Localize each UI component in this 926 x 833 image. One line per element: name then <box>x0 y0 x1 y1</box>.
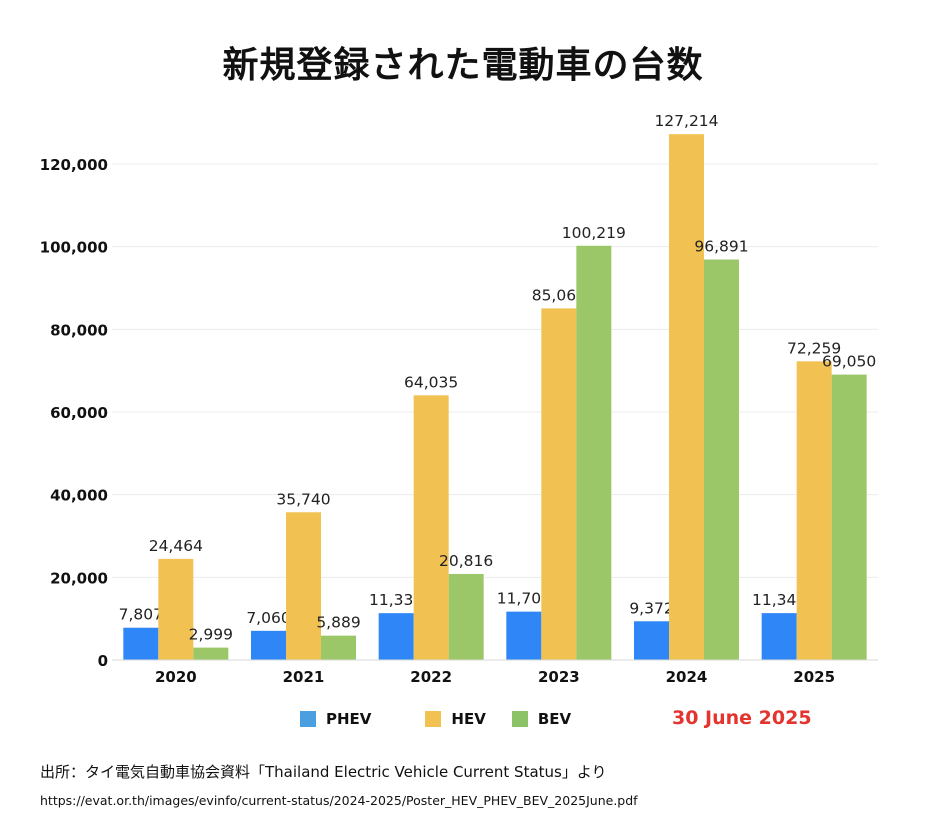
data-label: 7,060 <box>246 609 290 627</box>
bar-bev <box>576 245 612 660</box>
bar-phev <box>634 621 669 660</box>
x-tick-label: 2025 <box>793 668 835 686</box>
bar-phev <box>761 613 797 660</box>
y-tick-label: 0 <box>98 652 108 670</box>
bar-hev <box>669 134 704 660</box>
data-label: 85,069 <box>532 286 586 304</box>
legend-label-hev: HEV <box>451 710 486 728</box>
x-tick-label: 2021 <box>283 668 325 686</box>
bar-phev <box>123 627 159 660</box>
data-label: 96,891 <box>694 238 748 256</box>
bar-hev <box>158 558 194 660</box>
legend-label-phev: PHEV <box>326 710 372 728</box>
data-label: 5,889 <box>316 614 360 632</box>
y-tick-label: 40,000 <box>50 487 108 505</box>
y-tick-label: 100,000 <box>40 239 108 257</box>
x-tick-label: 2022 <box>410 668 452 686</box>
legend-swatch-bev <box>511 711 528 727</box>
data-label: 69,050 <box>822 353 876 371</box>
data-label: 127,214 <box>654 112 718 130</box>
chart-title: 新規登録された電動車の台数 <box>222 45 704 86</box>
source-url: https://evat.or.th/images/evinfo/current… <box>40 793 638 808</box>
bar-bev <box>321 635 356 660</box>
legend-item-bev: BEV <box>511 710 572 728</box>
bar-phev <box>506 611 542 660</box>
date-note: 30 June 2025 <box>672 707 812 729</box>
data-label: 35,740 <box>276 490 330 508</box>
data-label: 2,999 <box>189 626 233 644</box>
x-tick-label: 2023 <box>538 668 580 686</box>
legend: PHEV HEV BEV <box>300 708 597 730</box>
data-label: 11,340 <box>752 591 806 609</box>
bar-bev <box>831 374 867 660</box>
data-label: 9,372 <box>629 599 673 617</box>
legend-item-phev: PHEV <box>300 710 371 728</box>
legend-swatch-phev <box>300 711 316 727</box>
bar-bev <box>448 573 484 660</box>
data-label: 72,259 <box>787 339 841 357</box>
bar-hev <box>796 361 832 660</box>
y-tick-label: 80,000 <box>50 321 108 339</box>
legend-label-bev: BEV <box>537 710 572 728</box>
bar-phev <box>251 630 286 660</box>
data-label: 64,035 <box>404 373 458 391</box>
x-tick-label: 2024 <box>666 668 708 686</box>
x-tick-label: 2020 <box>155 668 197 686</box>
data-label: 20,816 <box>439 552 493 570</box>
data-label: 7,807 <box>119 606 163 624</box>
data-label: 11,703 <box>497 590 551 608</box>
source-note: 出所：タイ電気自動車協会資料「Thailand Electric Vehicle… <box>40 763 607 781</box>
bar-chart: 0 20,000 40,000 60,000 80,000 100,000 120,000 7… <box>40 112 878 686</box>
y-tick-label: 120,000 <box>40 156 108 174</box>
bar-bev <box>704 259 739 660</box>
y-tick-label: 20,000 <box>50 569 108 587</box>
data-label: 24,464 <box>149 537 203 555</box>
bar-phev <box>378 613 414 660</box>
bar-bev <box>193 647 229 660</box>
legend-swatch-hev <box>425 711 442 727</box>
y-tick-label: 60,000 <box>50 404 108 422</box>
bar-hev <box>286 512 321 660</box>
bar-hev <box>413 395 449 660</box>
legend-item-hev: HEV <box>425 710 486 728</box>
data-label: 100,219 <box>562 224 626 242</box>
bar-hev <box>541 308 577 660</box>
data-label: 11,331 <box>369 591 423 609</box>
